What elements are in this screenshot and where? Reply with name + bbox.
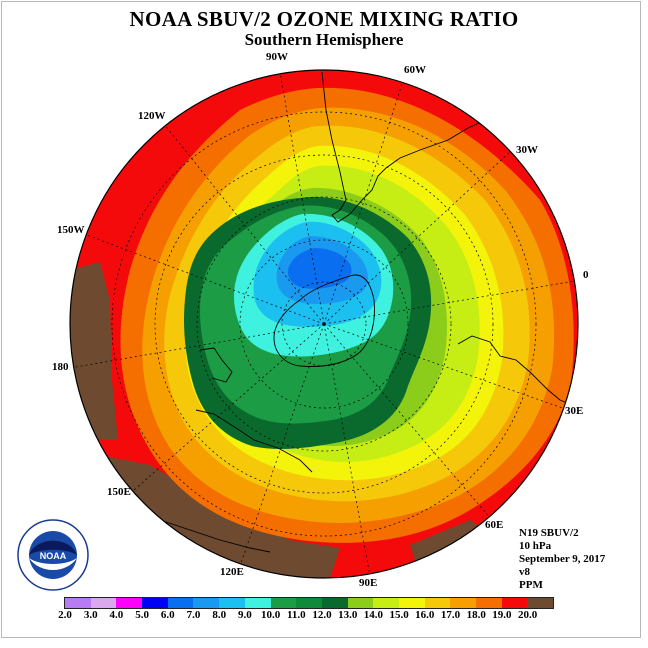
colorbar-swatch xyxy=(296,598,322,608)
map-boundary xyxy=(69,69,579,579)
colorbar-tick-label: 13.0 xyxy=(338,609,358,621)
australia-coast xyxy=(195,409,313,473)
colorbar-swatch xyxy=(527,598,554,608)
lon-label-150w: 150W xyxy=(57,224,85,236)
coastlines xyxy=(159,71,573,553)
colorbar-swatch xyxy=(219,598,245,608)
lon-label-30e: 30E xyxy=(565,405,583,417)
latitude-grid xyxy=(111,111,537,537)
south-america-coast xyxy=(321,71,511,223)
colorbar-ticks: 2.0 3.0 4.0 5.0 6.0 7.0 8.0 9.0 10.0 11.0 12.0 13.0… xyxy=(0,609,648,623)
indonesia-coast xyxy=(159,519,271,553)
colorbar-swatch xyxy=(167,598,194,608)
colorbar-tick-label: 17.0 xyxy=(440,609,461,621)
colorbar-tick-label: 6.0 xyxy=(160,609,175,621)
colorbar-swatch xyxy=(244,598,271,608)
colorbar-tick-label: 14.0 xyxy=(363,609,384,621)
colorbar-swatch xyxy=(347,598,374,608)
colorbar-swatch xyxy=(501,598,528,608)
noaa-logo: NOAA xyxy=(17,519,89,591)
antarctica-coast xyxy=(273,274,375,367)
colorbar-swatch xyxy=(424,598,451,608)
info-block: N19 SBUV/2 10 hPa September 9, 2017 v8 P… xyxy=(519,527,605,592)
colorbar-swatch xyxy=(450,598,476,608)
colorbar-tick-label: 12.0 xyxy=(312,609,332,621)
date-label: September 9, 2017 xyxy=(519,553,606,565)
colorbar-tick-label: 4.0 xyxy=(109,609,124,621)
lon-label-120e: 120E xyxy=(220,566,244,578)
noaa-logo-text: NOAA xyxy=(40,551,67,561)
colorbar-swatch xyxy=(90,598,117,608)
colorbar-tick-label: 7.0 xyxy=(186,609,201,621)
longitude-labels: 90W 60W 30W 0 30E 60E 90E 120E 150E 180 … xyxy=(52,51,589,589)
colorbar-tick-label: 2.0 xyxy=(58,609,72,621)
instrument-label: N19 SBUV/2 xyxy=(519,527,579,539)
map-title: NOAA SBUV/2 OZONE MIXING RATIO xyxy=(129,7,519,31)
map-subtitle: Southern Hemisphere xyxy=(244,30,404,49)
lon-label-180: 180 xyxy=(52,361,69,373)
colorbar-swatch xyxy=(398,598,425,608)
units-label: PPM xyxy=(519,579,543,591)
lon-label-90e: 90E xyxy=(359,577,377,589)
colorbar-tick-label: 15.0 xyxy=(389,609,409,621)
colorbar xyxy=(64,597,555,609)
colorbar-tick-label: 19.0 xyxy=(492,609,512,621)
colorbar-tick-label: 16.0 xyxy=(415,609,435,621)
version-label: v8 xyxy=(519,566,530,578)
colorbar-tick-label: 3.0 xyxy=(83,609,98,621)
band-6-7 xyxy=(288,248,352,289)
africa-coast xyxy=(457,335,573,406)
new-zealand-coast xyxy=(199,347,233,383)
pressure-level-label: 10 hPa xyxy=(519,540,552,552)
colorbar-tick-label: 11.0 xyxy=(286,609,306,621)
colorbar-swatch xyxy=(321,598,348,608)
longitude-grid xyxy=(70,71,578,577)
colorbar-tick-label: 9.0 xyxy=(238,609,252,621)
lon-label-0: 0 xyxy=(583,269,589,281)
colorbar-swatch xyxy=(476,598,502,608)
lon-label-150e: 150E xyxy=(107,486,131,498)
colorbar-swatch xyxy=(65,598,91,608)
colorbar-tick-label: 5.0 xyxy=(135,609,149,621)
lon-label-120w: 120W xyxy=(138,110,166,122)
band-19-20-west xyxy=(70,262,118,440)
colorbar-tick-label: 10.0 xyxy=(260,609,281,621)
colorbar-swatch xyxy=(373,598,399,608)
colorbar-swatch xyxy=(193,598,220,608)
lon-label-60e: 60E xyxy=(485,519,503,531)
colorbar-swatch xyxy=(116,598,143,608)
lon-label-90w: 90W xyxy=(266,51,288,63)
lon-label-30w: 30W xyxy=(516,144,538,156)
ozone-contour-field xyxy=(70,70,578,578)
figure-frame xyxy=(1,1,641,638)
colorbar-swatch xyxy=(142,598,168,608)
colorbar-swatch xyxy=(270,598,297,608)
colorbar-tick-label: 20.0 xyxy=(517,609,538,621)
lon-label-60w: 60W xyxy=(404,64,426,76)
colorbar-tick-label: 18.0 xyxy=(466,609,486,621)
colorbar-tick-label: 8.0 xyxy=(212,609,227,621)
